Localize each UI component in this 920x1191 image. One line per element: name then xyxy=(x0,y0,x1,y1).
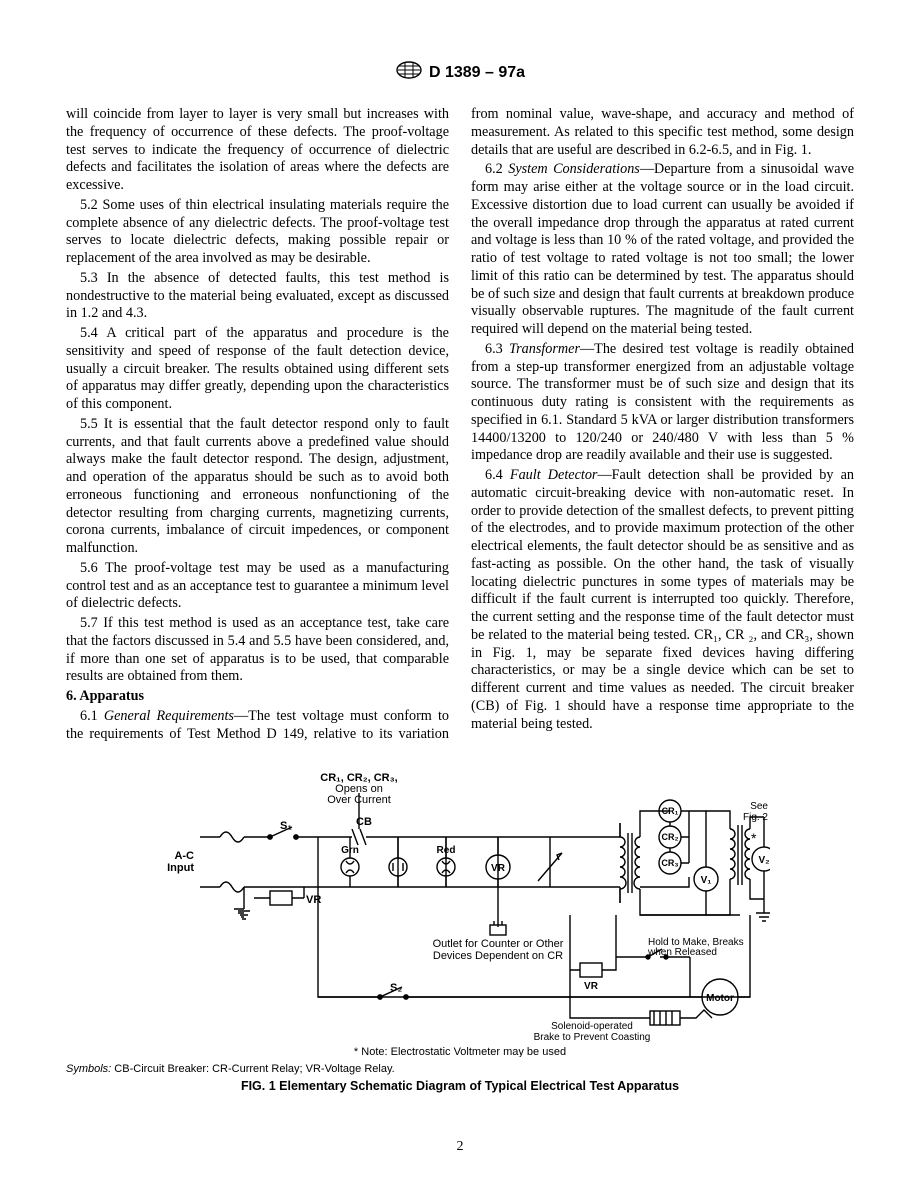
svg-text:Motor: Motor xyxy=(706,993,734,1004)
svg-text:S₂: S₂ xyxy=(390,982,402,994)
svg-text:S₁: S₁ xyxy=(280,820,292,832)
para-5-3: 5.3 In the absence of detected faults, t… xyxy=(66,270,449,323)
svg-text:Brake to Prevent Coasting: Brake to Prevent Coasting xyxy=(534,1032,651,1043)
svg-text:CR₂: CR₂ xyxy=(662,832,679,842)
para-5-4: 5.4 A critical part of the apparatus and… xyxy=(66,325,449,414)
para-6-2: 6.2 System Considerations—Departure from… xyxy=(471,161,854,339)
figure-title: FIG. 1 Elementary Schematic Diagram of T… xyxy=(66,1079,854,1095)
svg-text:VR: VR xyxy=(584,981,599,992)
svg-text:Fig. 2: Fig. 2 xyxy=(743,812,768,823)
svg-text:when Released: when Released xyxy=(647,947,717,958)
svg-text:CR₃: CR₃ xyxy=(661,858,678,868)
svg-text:VR: VR xyxy=(306,894,321,906)
section-6-heading: 6. Apparatus xyxy=(66,688,449,706)
svg-text:Over Current: Over Current xyxy=(327,794,391,806)
para-5-5: 5.5 It is essential that the fault detec… xyxy=(66,416,449,558)
body-columns: will coincide from layer to layer is ver… xyxy=(66,106,854,743)
para-6-3: 6.3 Transformer—The desired test voltage… xyxy=(471,341,854,465)
svg-text:CR₁: CR₁ xyxy=(662,806,679,816)
svg-text:Solenoid-operated: Solenoid-operated xyxy=(551,1021,633,1032)
schematic-svg: * xyxy=(150,767,770,1057)
svg-text:Grn: Grn xyxy=(341,845,359,856)
svg-text:Red: Red xyxy=(437,845,456,856)
figure-symbols: Symbols: CB-Circuit Breaker: CR-Current … xyxy=(66,1063,854,1077)
para-5-7: 5.7 If this test method is used as an ac… xyxy=(66,615,449,686)
para-6-4: 6.4 Fault Detector—Fault detection shall… xyxy=(471,467,854,733)
svg-text:CB: CB xyxy=(356,816,372,828)
svg-text:Devices Dependent on CR: Devices Dependent on CR xyxy=(433,950,563,962)
doc-header: D 1389 – 97a xyxy=(66,60,854,86)
svg-text:*: * xyxy=(751,830,757,846)
svg-text:V₂: V₂ xyxy=(758,855,769,866)
figure-1: * xyxy=(66,767,854,1094)
para-5-1-cont: will coincide from layer to layer is ver… xyxy=(66,106,449,195)
svg-text:* Note: Electrostatic Voltmete: * Note: Electrostatic Voltmeter may be u… xyxy=(354,1046,566,1057)
svg-text:A-C: A-C xyxy=(174,850,194,862)
svg-text:See: See xyxy=(750,801,768,812)
svg-text:VR: VR xyxy=(491,863,506,874)
svg-text:Outlet for Counter or Other: Outlet for Counter or Other xyxy=(433,938,564,950)
page-number: 2 xyxy=(0,1138,920,1156)
astm-logo xyxy=(395,60,423,86)
svg-text:V₁: V₁ xyxy=(701,875,712,886)
doc-number: D 1389 – 97a xyxy=(429,63,525,83)
para-5-6: 5.6 The proof-voltage test may be used a… xyxy=(66,560,449,613)
svg-text:Input: Input xyxy=(167,862,194,874)
para-5-2: 5.2 Some uses of thin electrical insulat… xyxy=(66,197,449,268)
